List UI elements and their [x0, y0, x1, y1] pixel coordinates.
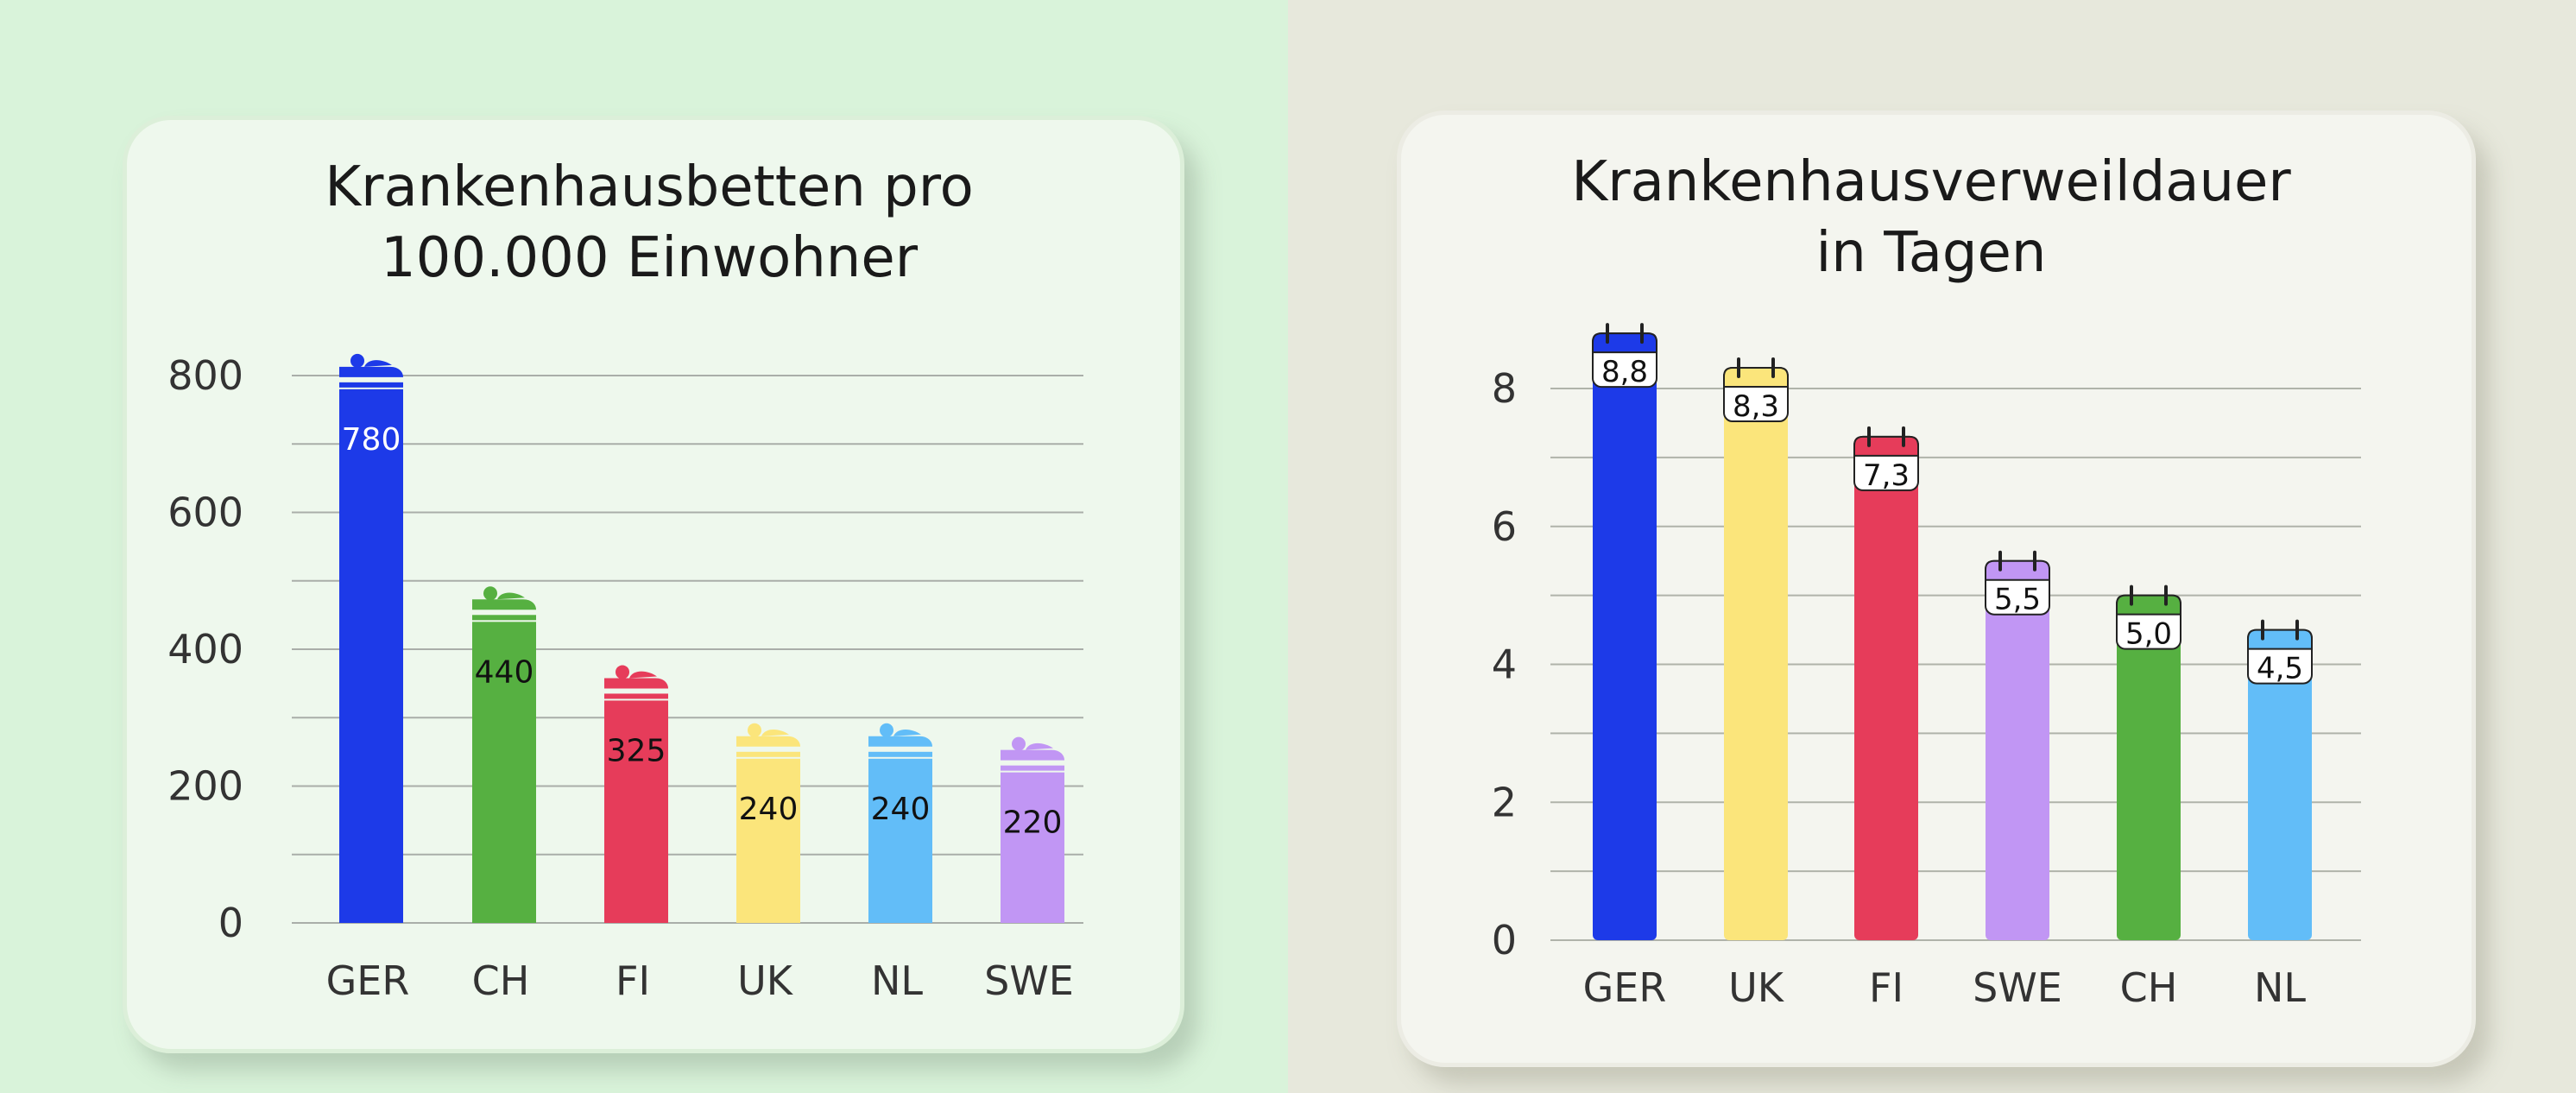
gridlines — [292, 375, 1083, 924]
y-tick-label: 0 — [218, 900, 243, 946]
y-tick-label: 0 — [1492, 917, 1517, 963]
bar — [2248, 629, 2312, 940]
calendar-icon — [2247, 619, 2313, 685]
x-tick-label: FI — [616, 957, 650, 1004]
bar — [472, 622, 536, 923]
y-axis-ticks: 0 2 4 6 8 — [1492, 365, 1517, 963]
bars: 8,8 8,3 7,3 5,5 5,0 4,5 — [1592, 323, 2313, 941]
value-label: 8,8 — [1601, 355, 1648, 389]
value-label: 5,0 — [2125, 617, 2172, 652]
bed-icon — [604, 665, 668, 699]
bar — [604, 700, 668, 923]
value-label: 8,3 — [1733, 389, 1779, 424]
chart-title-line-1: Krankenhausbetten pro — [325, 155, 974, 219]
bar-group: 220 — [1001, 736, 1064, 923]
chart-title-line-1: Krankenhausverweildauer — [1571, 150, 2291, 214]
bars: 780 440 325 240 240 220 — [339, 353, 1064, 924]
bed-icon — [1001, 736, 1064, 771]
y-tick-label: 2 — [1492, 779, 1517, 825]
value-label: 325 — [607, 733, 666, 768]
gridlines — [1550, 388, 2361, 941]
y-tick-label: 600 — [167, 490, 243, 536]
value-label: 220 — [1003, 806, 1063, 841]
chart-title-line-2: in Tagen — [1816, 221, 2047, 285]
calendar-icon — [1853, 426, 1919, 491]
x-tick-label: FI — [1869, 964, 1904, 1011]
bar-group: 4,5 — [2247, 619, 2313, 940]
bar-group: 240 — [736, 723, 800, 923]
bar — [1854, 436, 1918, 941]
x-axis-labels: GER UK FI SWE CH NL — [1583, 964, 2307, 1011]
calendar-icon — [1592, 323, 1657, 389]
x-tick-label: SWE — [984, 957, 1074, 1004]
calendar-icon — [1985, 550, 2050, 616]
x-tick-label: SWE — [1973, 964, 2062, 1011]
y-tick-label: 400 — [167, 626, 243, 673]
calendar-icon — [1723, 357, 1789, 423]
bed-icon — [472, 586, 536, 621]
bed-icon — [339, 353, 403, 388]
bar — [736, 758, 800, 923]
value-label: 240 — [871, 792, 931, 827]
value-label: 7,3 — [1863, 458, 1910, 493]
x-tick-label: NL — [871, 957, 923, 1004]
bar-group: 240 — [868, 723, 932, 923]
y-tick-label: 8 — [1492, 365, 1517, 412]
bar — [1724, 368, 1788, 941]
hospital-beds-chart: Krankenhausbetten pro 100.000 Einwohner … — [167, 155, 1083, 1004]
x-tick-label: CH — [2120, 964, 2178, 1011]
y-tick-label: 6 — [1492, 503, 1517, 550]
value-label: 4,5 — [2257, 652, 2303, 686]
value-label: 240 — [739, 792, 799, 827]
value-label: 5,5 — [1994, 583, 2041, 617]
x-tick-label: NL — [2254, 964, 2306, 1011]
bar-group: 8,3 — [1723, 357, 1789, 941]
bar — [339, 389, 403, 924]
value-label: 780 — [342, 422, 401, 458]
hospital-stay-chart: Krankenhausverweildauer in Tagen 0 2 4 6 8 8… — [1492, 150, 2361, 1011]
x-tick-label: UK — [1728, 964, 1785, 1011]
bar-group: 325 — [604, 665, 668, 923]
bar-group: 780 — [339, 353, 403, 924]
y-tick-label: 200 — [167, 763, 243, 810]
chart-title-line-2: 100.000 Einwohner — [381, 226, 919, 290]
x-tick-label: GER — [1583, 964, 1667, 1011]
y-tick-label: 800 — [167, 352, 243, 399]
bed-icon — [868, 723, 932, 757]
bar — [1001, 772, 1064, 923]
bar-group: 440 — [472, 586, 536, 923]
x-tick-label: CH — [472, 957, 530, 1004]
bar — [1986, 560, 2049, 940]
bar-group: 7,3 — [1853, 426, 1919, 941]
value-label: 440 — [475, 654, 534, 690]
bed-icon — [736, 723, 800, 757]
y-tick-label: 4 — [1492, 641, 1517, 688]
bar-group: 5,5 — [1985, 550, 2050, 940]
bar — [868, 758, 932, 923]
bar-group: 8,8 — [1592, 323, 1657, 941]
bar — [1593, 333, 1657, 941]
y-axis-ticks: 0 200 400 600 800 — [167, 352, 243, 946]
x-tick-label: UK — [737, 957, 794, 1004]
bar — [2117, 595, 2181, 940]
bar-group: 5,0 — [2116, 584, 2181, 940]
calendar-icon — [2116, 584, 2181, 650]
x-axis-labels: GER CH FI UK NL SWE — [326, 957, 1074, 1004]
x-tick-label: GER — [326, 957, 410, 1004]
